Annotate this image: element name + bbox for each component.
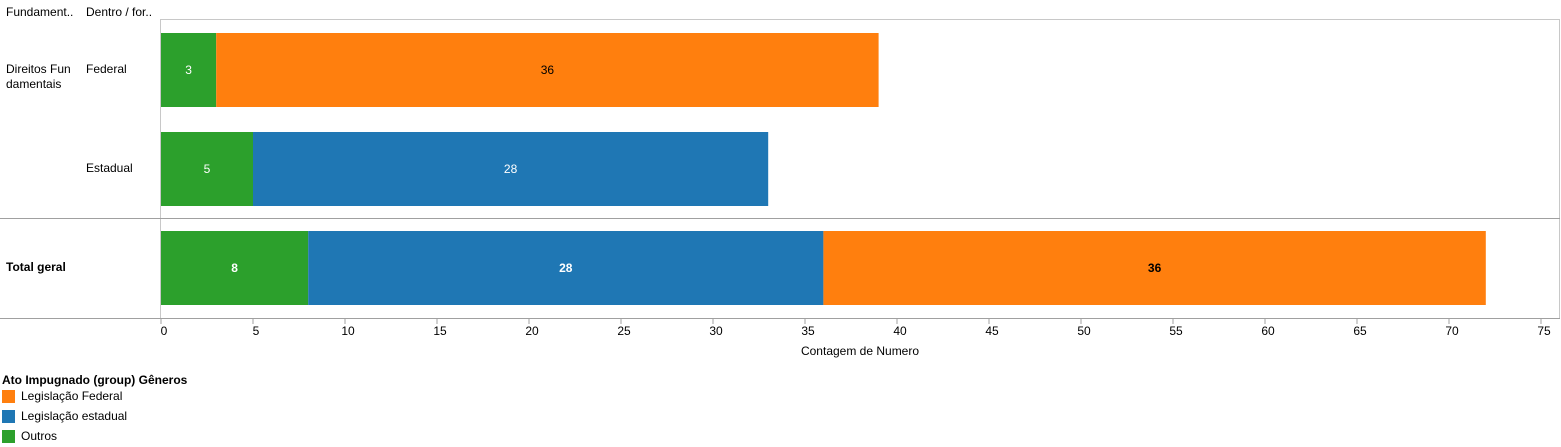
data-label-estadual-legisla-o-estadual: 28	[504, 162, 518, 176]
bar-estadual-outros	[161, 132, 253, 206]
x-tick-label: 65	[1353, 324, 1367, 338]
data-label-federal-outros: 3	[185, 63, 192, 77]
legend-item-estadual[interactable]: Legislação estadual	[2, 408, 127, 424]
x-tick-label: 35	[801, 324, 815, 338]
data-label-estadual-outros: 5	[204, 162, 211, 176]
row-label-federal: Federal	[86, 62, 127, 76]
bar-estadual-legisla-o-estadual	[253, 132, 769, 206]
x-axis-label: Contagem de Numero	[801, 344, 919, 358]
bar-federal-outros	[161, 33, 217, 107]
x-tick-label: 45	[985, 324, 999, 338]
row-label-direitos-fundamentais: Direitos Fun damentais	[6, 62, 71, 91]
x-tick-label: 50	[1077, 324, 1091, 338]
x-tick-label: 5	[253, 324, 260, 338]
bar-federal-legisla-o-federal	[216, 33, 879, 107]
legend-item-federal[interactable]: Legislação Federal	[2, 388, 122, 404]
legend-title: Ato Impugnado (group) Gêneros	[2, 373, 188, 387]
data-label-federal-legisla-o-federal: 36	[541, 63, 555, 77]
stacked-bar-chart: 3 36 5 28 8 28 36 0 5 10 15 20 25 30 35 40 45 50 55 60 65 70 7…	[0, 19, 1560, 358]
bar-total-legisla-o-estadual	[308, 231, 824, 305]
x-tick-label: 30	[709, 324, 723, 338]
x-tick-label: 70	[1445, 324, 1459, 338]
legend-swatch-outros	[2, 429, 15, 443]
x-tick-label: 25	[617, 324, 631, 338]
x-tick-label: 10	[341, 324, 355, 338]
row-label-total-geral: Total geral	[6, 260, 66, 274]
x-tick-label: 20	[525, 324, 539, 338]
x-tick-label: 75	[1537, 324, 1551, 338]
data-label-total-outros: 8	[231, 261, 238, 275]
legend-label-outros: Outros	[21, 429, 58, 443]
x-tick-label: 0	[161, 324, 168, 338]
column-header-dentro-fora: Dentro / for..	[86, 5, 153, 19]
legend-label-federal: Legislação Federal	[21, 389, 123, 403]
legend-item-outros[interactable]: Outros	[2, 428, 57, 444]
bar-total-legisla-o-federal	[823, 231, 1486, 305]
legend-swatch-estadual	[2, 409, 15, 423]
column-header-fundamento: Fundament..	[6, 5, 74, 19]
data-label-total-legisla-o-federal: 36	[1148, 261, 1162, 275]
x-tick-label: 55	[1169, 324, 1183, 338]
x-tick-label: 15	[433, 324, 447, 338]
bar-total-outros	[161, 231, 309, 305]
row-label-estadual: Estadual	[86, 161, 133, 175]
legend-swatch-federal	[2, 389, 15, 403]
data-label-total-legisla-o-estadual: 28	[559, 261, 573, 275]
x-tick-label: 40	[893, 324, 907, 338]
x-tick-label: 60	[1261, 324, 1275, 338]
legend-label-estadual: Legislação estadual	[21, 409, 128, 423]
